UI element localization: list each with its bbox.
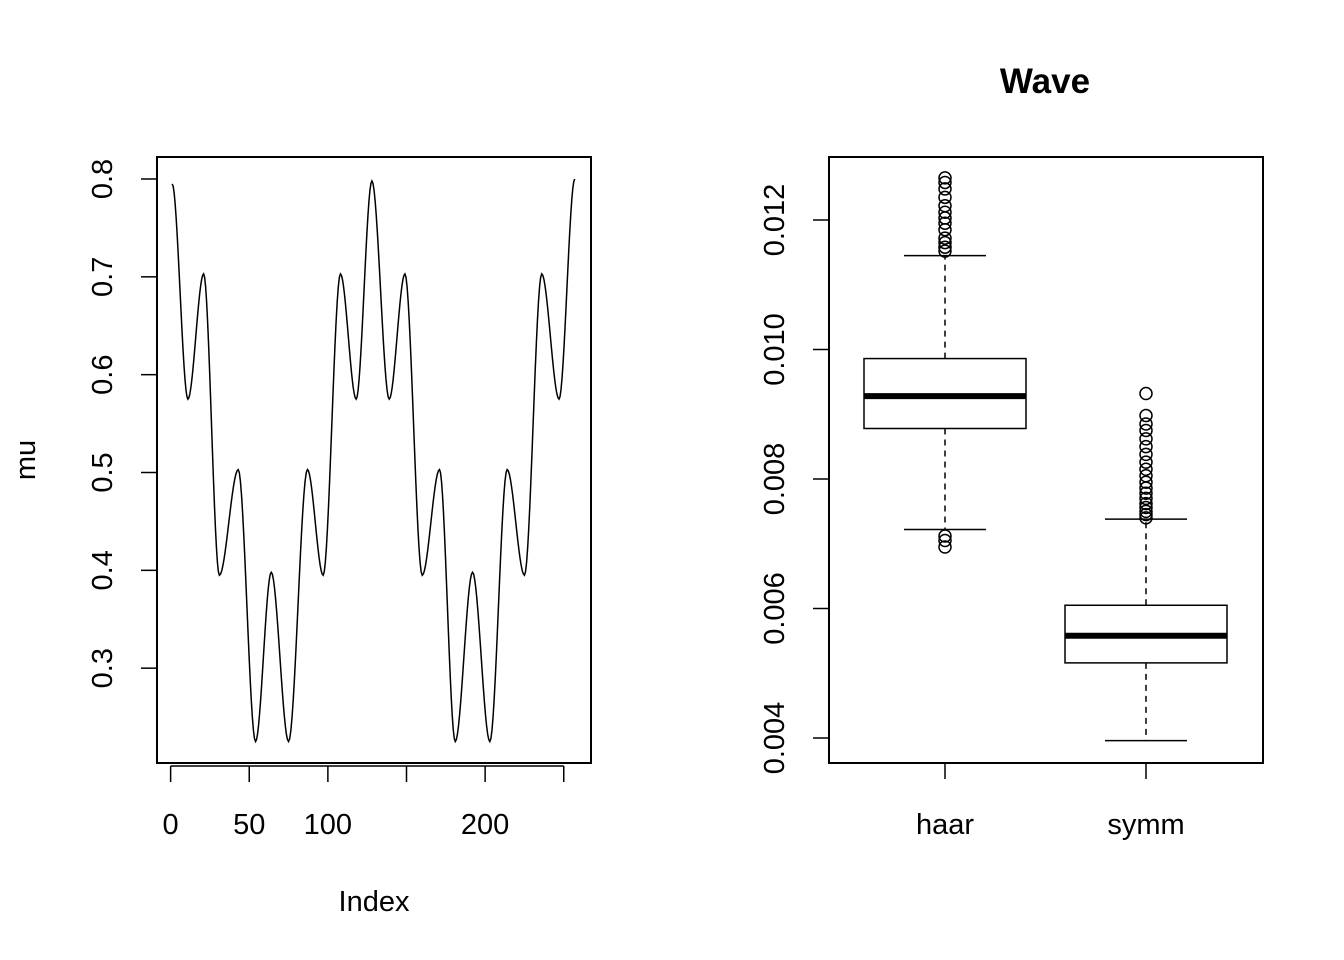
x-tick-label-0: 0 <box>163 809 179 841</box>
symm-outlier-15 <box>1139 423 1153 438</box>
haar-outlier-8 <box>938 216 952 230</box>
box-y-tick-label-1: 0.006 <box>759 572 791 645</box>
symm-outlier-1 <box>1139 507 1153 522</box>
symm-outlier-16 <box>1139 417 1153 431</box>
mu-line <box>171 178 576 744</box>
box-y-axis: 0.004 0.006 0.008 0.010 0.012 <box>759 184 830 775</box>
box-plot-frame <box>828 156 1264 764</box>
y-axis-title: mu <box>10 440 42 480</box>
haar-outlier-11 <box>938 199 952 213</box>
y-tick-label-0.4: 0.4 <box>87 550 119 590</box>
line-y-axis: 0.3 0.4 0.5 0.6 0.7 0.8 <box>87 159 158 688</box>
haar-outlier-15 <box>938 171 952 185</box>
symm-outlier-9 <box>1139 469 1153 483</box>
boxplot-panel: Wave haar symm 0.004 0.006 0.008 0.010 0.012 <box>759 62 1264 841</box>
symm-outlier-18 <box>1139 386 1153 401</box>
box-y-tick-label-0: 0.004 <box>759 702 791 775</box>
haar-outlier-1 <box>938 533 952 548</box>
boxplot-title: Wave <box>1000 62 1090 101</box>
box-y-tick-label-4: 0.012 <box>759 184 791 257</box>
symm-outlier-0 <box>1139 511 1153 525</box>
haar-outlier-14 <box>938 175 952 190</box>
haar-outlier-13 <box>938 182 952 196</box>
y-tick-label-0.8: 0.8 <box>87 159 119 199</box>
haar-outlier-10 <box>938 205 952 219</box>
symm-outlier-8 <box>1139 475 1153 489</box>
y-tick-label-0.3: 0.3 <box>87 648 119 688</box>
haar-outlier-3 <box>938 244 952 258</box>
x-axis-title: Index <box>339 886 410 918</box>
x-tick-label-200: 200 <box>461 809 509 841</box>
symm-outlier-10 <box>1139 462 1153 477</box>
x-tick-label-50: 50 <box>233 809 265 841</box>
symm-outlier-6 <box>1139 486 1153 500</box>
symm-outlier-5 <box>1139 491 1153 506</box>
symm-outlier-13 <box>1139 439 1153 454</box>
haar-outlier-0 <box>938 540 952 554</box>
symm-outlier-17 <box>1139 408 1153 423</box>
line-series-layer <box>171 178 576 744</box>
symm-outlier-11 <box>1139 455 1153 469</box>
category-label-haar: haar <box>916 809 974 841</box>
y-tick-label-0.6: 0.6 <box>87 355 119 395</box>
line-chart-panel: 0 50 100 200 0.3 0.4 0.5 0.6 0.7 0.8 Index mu <box>10 156 592 918</box>
box-x-axis: haar symm <box>916 762 1185 841</box>
line-plot-frame <box>156 156 592 764</box>
symm-outlier-14 <box>1139 432 1153 446</box>
box-y-tick-label-3: 0.010 <box>759 313 791 386</box>
haar-outlier-2 <box>938 529 952 543</box>
y-tick-label-0.5: 0.5 <box>87 452 119 492</box>
haar-outlier-12 <box>938 190 952 205</box>
symm-outlier-4 <box>1139 496 1153 511</box>
box-y-tick-label-2: 0.008 <box>759 443 791 516</box>
symm-outlier-12 <box>1139 447 1153 462</box>
x-tick-label-100: 100 <box>304 809 352 841</box>
haar-outlier-5 <box>938 235 952 250</box>
line-x-axis: 0 50 100 200 <box>163 765 565 841</box>
category-label-symm: symm <box>1107 809 1184 841</box>
box-layer <box>863 171 1228 742</box>
haar-outlier-6 <box>938 231 952 245</box>
symm-outlier-2 <box>1139 504 1153 519</box>
symm-outlier-3 <box>1139 500 1153 515</box>
haar-outlier-4 <box>938 240 952 254</box>
y-tick-label-0.7: 0.7 <box>87 257 119 297</box>
